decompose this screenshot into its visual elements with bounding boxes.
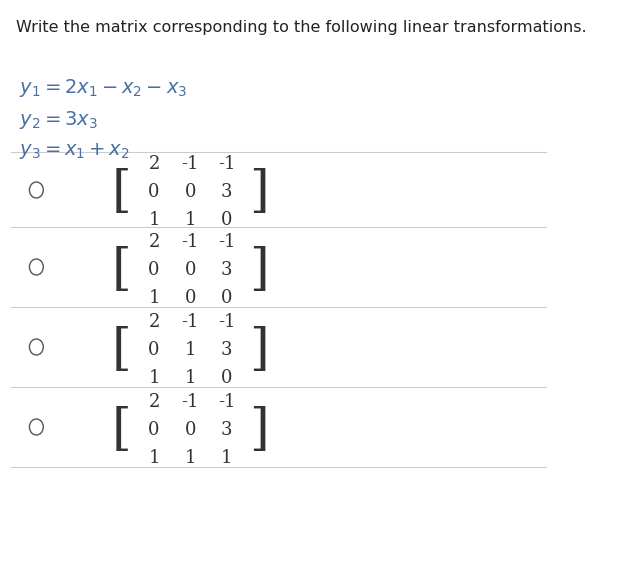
Text: ]: ] xyxy=(249,167,269,217)
Text: [: [ xyxy=(112,245,132,294)
Text: 1: 1 xyxy=(185,369,196,387)
Text: 0: 0 xyxy=(185,261,196,279)
Text: 2: 2 xyxy=(149,313,160,331)
Text: -1: -1 xyxy=(218,393,235,411)
Text: -1: -1 xyxy=(182,233,199,251)
Text: 3: 3 xyxy=(221,421,233,439)
Text: $y_2 = 3x_3$: $y_2 = 3x_3$ xyxy=(19,109,98,131)
Text: 1: 1 xyxy=(221,449,233,467)
Text: 0: 0 xyxy=(149,341,160,359)
Text: -1: -1 xyxy=(218,313,235,331)
Text: -1: -1 xyxy=(182,393,199,411)
Text: [: [ xyxy=(112,405,132,455)
Text: 2: 2 xyxy=(149,233,160,251)
Text: 2: 2 xyxy=(149,393,160,411)
Text: 1: 1 xyxy=(149,369,160,387)
Text: 3: 3 xyxy=(221,261,233,279)
Text: 0: 0 xyxy=(221,369,233,387)
Text: 0: 0 xyxy=(149,183,160,201)
Text: 0: 0 xyxy=(221,289,233,307)
Text: [: [ xyxy=(112,167,132,217)
Text: 1: 1 xyxy=(185,211,196,229)
Text: 1: 1 xyxy=(149,449,160,467)
Text: -1: -1 xyxy=(182,313,199,331)
Text: 0: 0 xyxy=(221,211,233,229)
Text: 1: 1 xyxy=(149,211,160,229)
Text: -1: -1 xyxy=(182,155,199,173)
Text: 1: 1 xyxy=(185,449,196,467)
Text: 0: 0 xyxy=(185,289,196,307)
Text: 0: 0 xyxy=(185,421,196,439)
Text: $y_3 = x_1 + x_2$: $y_3 = x_1 + x_2$ xyxy=(19,141,130,161)
Text: 0: 0 xyxy=(149,261,160,279)
Text: [: [ xyxy=(112,325,132,375)
Text: 1: 1 xyxy=(149,289,160,307)
Text: 0: 0 xyxy=(185,183,196,201)
Text: 0: 0 xyxy=(149,421,160,439)
Text: ]: ] xyxy=(249,245,269,294)
Text: ]: ] xyxy=(249,405,269,455)
Text: $y_1 = 2x_1 - x_2 - x_3$: $y_1 = 2x_1 - x_2 - x_3$ xyxy=(19,77,187,99)
Text: Write the matrix corresponding to the following linear transformations.: Write the matrix corresponding to the fo… xyxy=(15,20,586,35)
Text: 3: 3 xyxy=(221,341,233,359)
Text: -1: -1 xyxy=(218,155,235,173)
Text: 1: 1 xyxy=(185,341,196,359)
Text: 3: 3 xyxy=(221,183,233,201)
Text: 2: 2 xyxy=(149,155,160,173)
Text: -1: -1 xyxy=(218,233,235,251)
Text: ]: ] xyxy=(249,325,269,375)
